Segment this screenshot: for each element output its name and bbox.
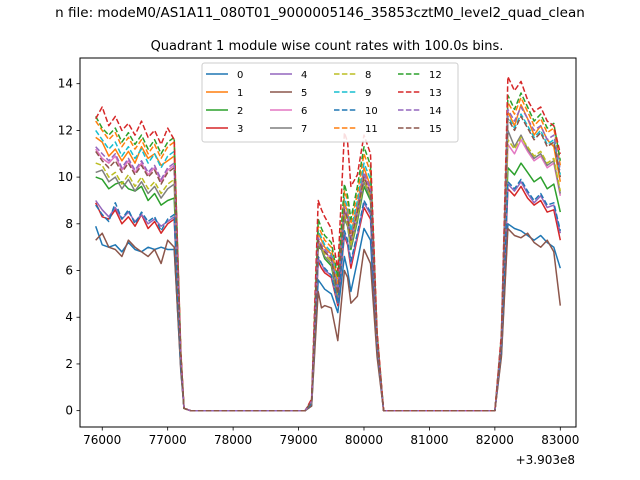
y-tick-label: 10 [58,170,73,184]
legend-label-13: 13 [429,88,442,99]
series-layer [94,75,562,412]
x-axis-ticks: 76000 77000 78000 79000 80000 81000 82000 83000 [83,427,579,447]
x-offset-label: +3.903e8 [516,453,575,467]
legend-label-3: 3 [237,124,243,135]
legend-label-9: 9 [365,88,371,99]
legend-label-1: 1 [237,88,243,99]
figure-suptitle: n file: modeM0/AS1A11_080T01_9000005146_… [55,5,585,21]
x-tick-label: 81000 [410,433,448,447]
series-line-9 [95,113,562,412]
y-tick-label: 12 [58,123,73,137]
series-line-5 [95,227,562,412]
legend-label-8: 8 [365,70,371,81]
x-tick-label: 83000 [541,433,579,447]
legend-label-10: 10 [365,106,378,117]
x-tick-label: 82000 [476,433,514,447]
series-line-11 [95,96,562,412]
y-tick-label: 2 [65,357,73,371]
x-tick-label: 76000 [83,433,121,447]
series-line-10 [95,178,562,412]
legend-label-5: 5 [301,88,307,99]
x-tick-label: 78000 [214,433,252,447]
legend-label-6: 6 [301,106,307,117]
x-tick-label: 79000 [279,433,317,447]
y-tick-label: 14 [58,77,73,91]
y-tick-label: 6 [65,264,73,278]
series-line-14 [95,106,562,412]
legend-label-12: 12 [429,70,442,81]
legend-label-11: 11 [365,124,378,135]
legend-label-7: 7 [301,124,307,135]
legend-label-0: 0 [237,70,243,81]
y-tick-label: 8 [65,217,73,231]
series-line-15 [95,115,562,412]
legend-label-15: 15 [429,124,442,135]
chart-title: Quadrant 1 module wise count rates with … [151,39,504,54]
x-tick-label: 80000 [345,433,383,447]
x-tick-label: 77000 [149,433,187,447]
legend-label-14: 14 [429,106,442,117]
y-tick-label: 4 [65,310,73,324]
legend-label-2: 2 [237,106,243,117]
legend-box [201,62,459,143]
legend-label-4: 4 [301,70,307,81]
plot-frame [79,57,577,428]
series-line-13 [95,75,562,412]
y-axis-ticks: 0 2 4 6 8 10 12 14 [58,77,80,418]
y-tick-label: 0 [65,404,73,418]
